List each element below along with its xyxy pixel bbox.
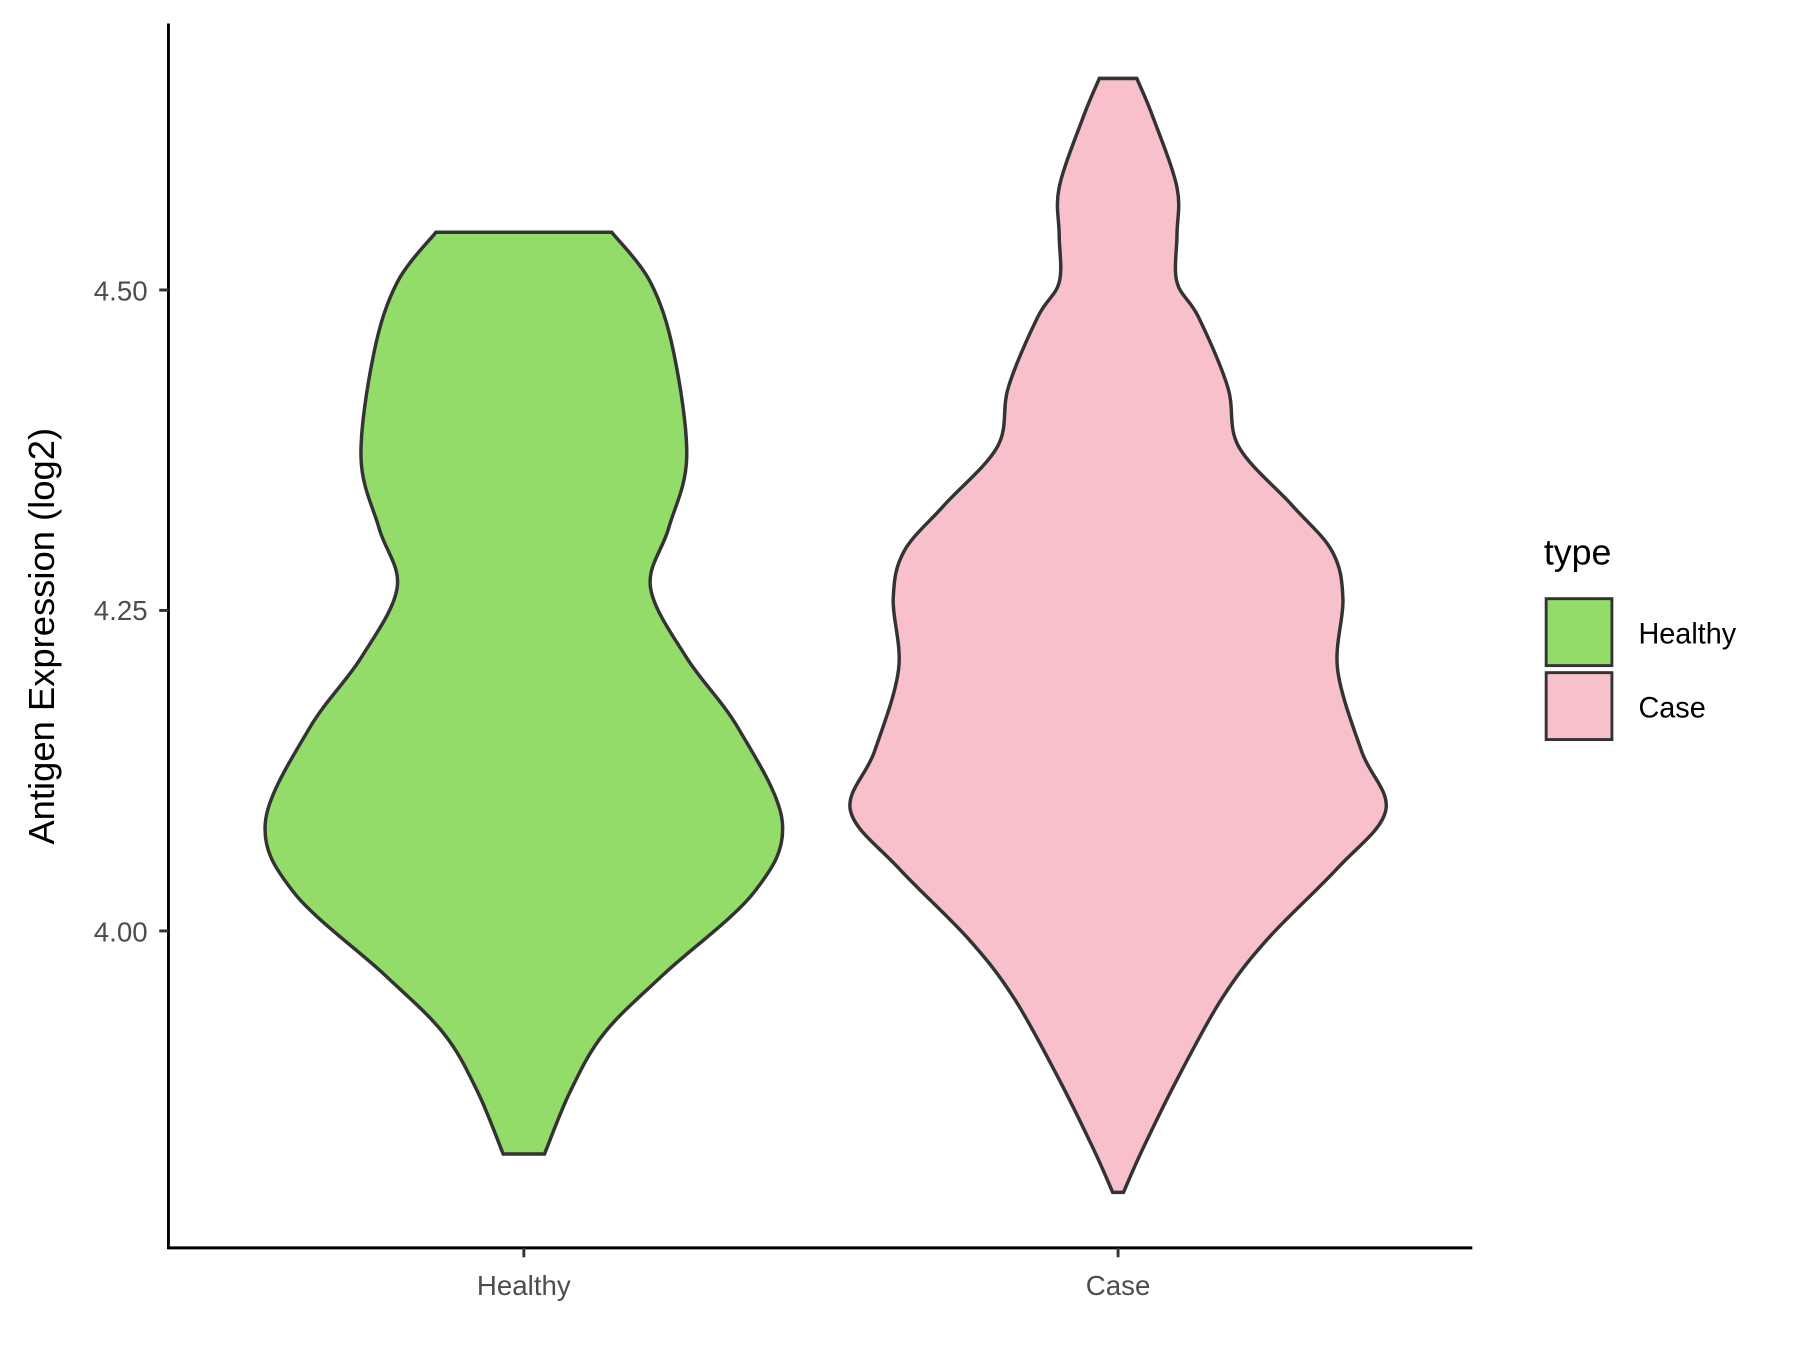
- y-ticks: [159, 288, 169, 933]
- legend-title: type: [1544, 531, 1612, 572]
- legend: type Healthy Case: [1544, 531, 1737, 742]
- legend-label-case: Case: [1638, 692, 1705, 724]
- y-tick-label: 4.25: [94, 595, 148, 626]
- legend-key-case: [1544, 671, 1614, 742]
- violin-healthy: [263, 230, 785, 1156]
- violins: [263, 76, 1388, 1195]
- violin-case: [848, 76, 1388, 1195]
- y-axis-title: Antigen Expression (log2): [22, 428, 63, 845]
- legend-label-healthy: Healthy: [1638, 618, 1736, 650]
- x-tick-label: Healthy: [477, 1270, 571, 1301]
- y-tick-label: 4.50: [94, 275, 148, 306]
- x-ticks: [522, 1247, 1120, 1258]
- legend-key-healthy: [1544, 597, 1614, 668]
- x-tick-label: Case: [1086, 1270, 1151, 1301]
- y-tick-label: 4.00: [94, 916, 148, 947]
